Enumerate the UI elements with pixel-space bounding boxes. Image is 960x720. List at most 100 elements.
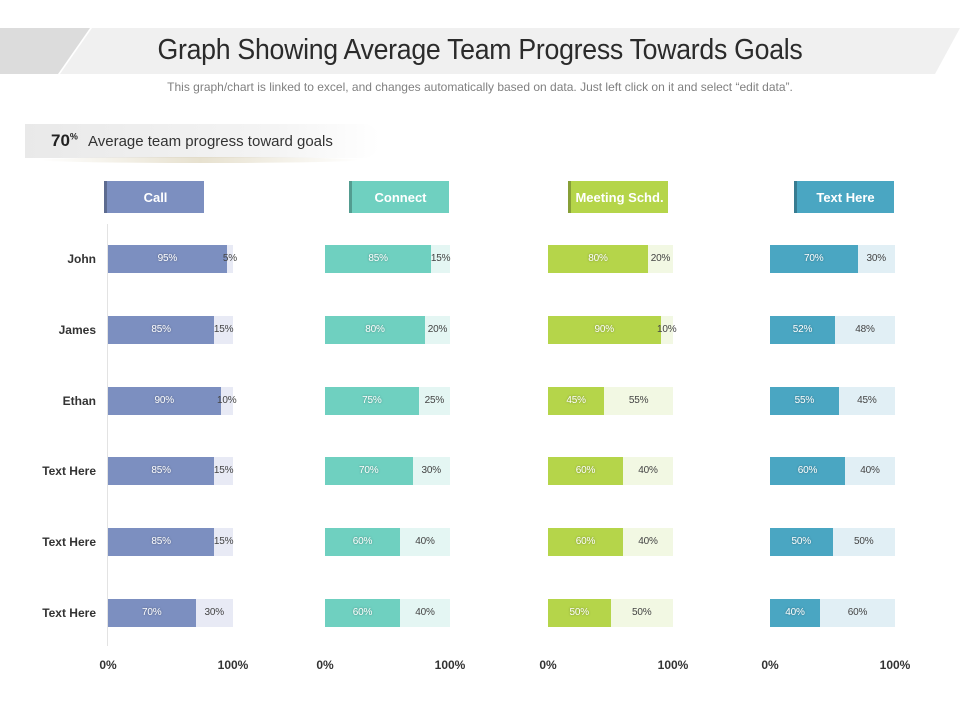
bar-label-meeting-schd-5: 50% — [569, 607, 590, 618]
summary-value: 70% — [51, 131, 78, 151]
bar-label-connect-0: 85% — [368, 253, 388, 264]
row-label-5: Text Here — [42, 535, 96, 550]
bar-text-here-0 — [770, 245, 858, 273]
remaining-label-call-5: 30% — [204, 607, 225, 618]
row-label-james: James — [58, 322, 96, 337]
bar-connect-3 — [325, 457, 413, 485]
bar-connect-1 — [325, 316, 425, 344]
remaining-label-connect-1: 20% — [427, 324, 448, 335]
remaining-label-connect-2: 25% — [424, 395, 445, 406]
remaining-label-text-here-2: 45% — [857, 395, 877, 406]
summary-shadow — [40, 157, 360, 163]
bar-label-meeting-schd-2: 45% — [566, 395, 586, 406]
remaining-label-call-0: 5% — [222, 253, 237, 264]
title-band-shape — [0, 28, 960, 74]
bar-label-text-here-2: 55% — [794, 395, 815, 406]
bar-call-1 — [108, 316, 215, 344]
category-header-connect: Connect — [349, 181, 449, 213]
bar-label-meeting-schd-1: 90% — [594, 324, 615, 335]
bar-text-here-5 — [770, 599, 820, 627]
bar-call-3 — [108, 457, 215, 485]
bar-label-connect-1: 80% — [365, 324, 385, 335]
remaining-label-text-here-5: 60% — [847, 607, 868, 618]
remaining-label-call-3: 15% — [213, 465, 234, 476]
x-tick-label: 100% — [434, 658, 466, 672]
remaining-label-meeting-schd-4: 40% — [638, 536, 658, 547]
remaining-label-meeting-schd-1: 10% — [657, 324, 677, 335]
remaining-label-connect-0: 15% — [430, 253, 451, 264]
page-subtitle: This graph/chart is linked to excel, and… — [167, 80, 793, 94]
x-tick-label: 0% — [316, 658, 334, 672]
row-label-ethan: Ethan — [62, 393, 96, 408]
bar-label-text-here-3: 60% — [797, 465, 818, 476]
x-tick-label: 0% — [99, 658, 117, 672]
y-axis-line — [107, 224, 108, 646]
bar-label-connect-3: 70% — [359, 465, 379, 476]
bar-label-text-here-5: 40% — [785, 607, 805, 618]
summary-label: Average team progress toward goals — [88, 133, 333, 150]
bar-label-text-here-0: 70% — [804, 253, 824, 264]
title-band — [0, 28, 960, 74]
bar-label-connect-2: 75% — [362, 395, 382, 406]
bar-text-here-1 — [770, 316, 835, 344]
x-tick-label: 0% — [539, 658, 557, 672]
bar-label-connect-5: 60% — [352, 607, 373, 618]
category-header-text: Text Here — [794, 181, 894, 213]
bar-connect-2 — [325, 387, 419, 415]
remaining-label-call-1: 15% — [213, 324, 234, 335]
remaining-label-call-2: 10% — [217, 395, 237, 406]
bar-call-2 — [108, 387, 221, 415]
bar-label-text-here-1: 52% — [792, 324, 813, 335]
x-tick-label: 100% — [657, 658, 689, 672]
bar-call-5 — [108, 599, 196, 627]
bar-text-here-4 — [770, 528, 833, 556]
remaining-label-text-here-3: 40% — [860, 465, 880, 476]
bar-meeting-schd-4 — [548, 528, 623, 556]
page-title: Graph Showing Average Team Progress Towa… — [157, 34, 803, 66]
remaining-label-meeting-schd-3: 40% — [638, 465, 658, 476]
category-header-call: Call — [104, 181, 204, 213]
row-label-4: Text Here — [42, 464, 96, 479]
bar-label-call-5: 70% — [142, 607, 162, 618]
bar-meeting-schd-2 — [548, 387, 605, 415]
bar-label-call-1: 85% — [151, 324, 171, 335]
category-header-meeting: Meeting Schd. — [568, 181, 668, 213]
x-tick-label: 100% — [879, 658, 911, 672]
bar-label-call-2: 90% — [154, 395, 175, 406]
bar-label-connect-4: 60% — [352, 536, 373, 547]
remaining-label-call-4: 15% — [213, 536, 234, 547]
bar-meeting-schd-5 — [548, 599, 611, 627]
summary-value-unit: % — [69, 131, 78, 142]
bar-label-meeting-schd-3: 60% — [575, 465, 596, 476]
bar-meeting-schd-0 — [548, 245, 648, 273]
remaining-label-text-here-1: 48% — [855, 324, 875, 335]
remaining-label-connect-5: 40% — [415, 607, 435, 618]
x-tick-label: 0% — [761, 658, 779, 672]
summary-pill — [25, 124, 380, 158]
remaining-label-meeting-schd-5: 50% — [632, 607, 652, 618]
bar-text-here-3 — [770, 457, 845, 485]
remaining-label-text-here-4: 50% — [854, 536, 874, 547]
remaining-label-connect-4: 40% — [415, 536, 435, 547]
row-label-6: Text Here — [42, 606, 96, 620]
bar-connect-4 — [325, 528, 400, 556]
bar-label-call-3: 85% — [151, 465, 171, 476]
bar-text-here-2 — [770, 387, 839, 415]
bar-call-4 — [108, 528, 215, 556]
remaining-label-connect-3: 30% — [421, 465, 442, 476]
bar-label-meeting-schd-4: 60% — [575, 536, 596, 547]
bar-meeting-schd-1 — [548, 316, 661, 344]
bar-meeting-schd-3 — [548, 457, 623, 485]
x-tick-label: 100% — [217, 658, 249, 672]
bar-call-0 — [108, 245, 227, 273]
remaining-label-meeting-schd-0: 20% — [650, 253, 671, 264]
remaining-label-meeting-schd-2: 55% — [628, 395, 649, 406]
row-label-john: John — [67, 252, 96, 266]
bar-label-text-here-4: 50% — [791, 536, 812, 547]
bar-label-call-0: 95% — [157, 253, 178, 264]
bar-label-call-4: 85% — [151, 536, 171, 547]
summary-value-number: 70 — [51, 131, 70, 150]
bar-connect-0 — [325, 245, 432, 273]
bar-label-meeting-schd-0: 80% — [588, 253, 608, 264]
remaining-label-text-here-0: 30% — [866, 253, 887, 264]
